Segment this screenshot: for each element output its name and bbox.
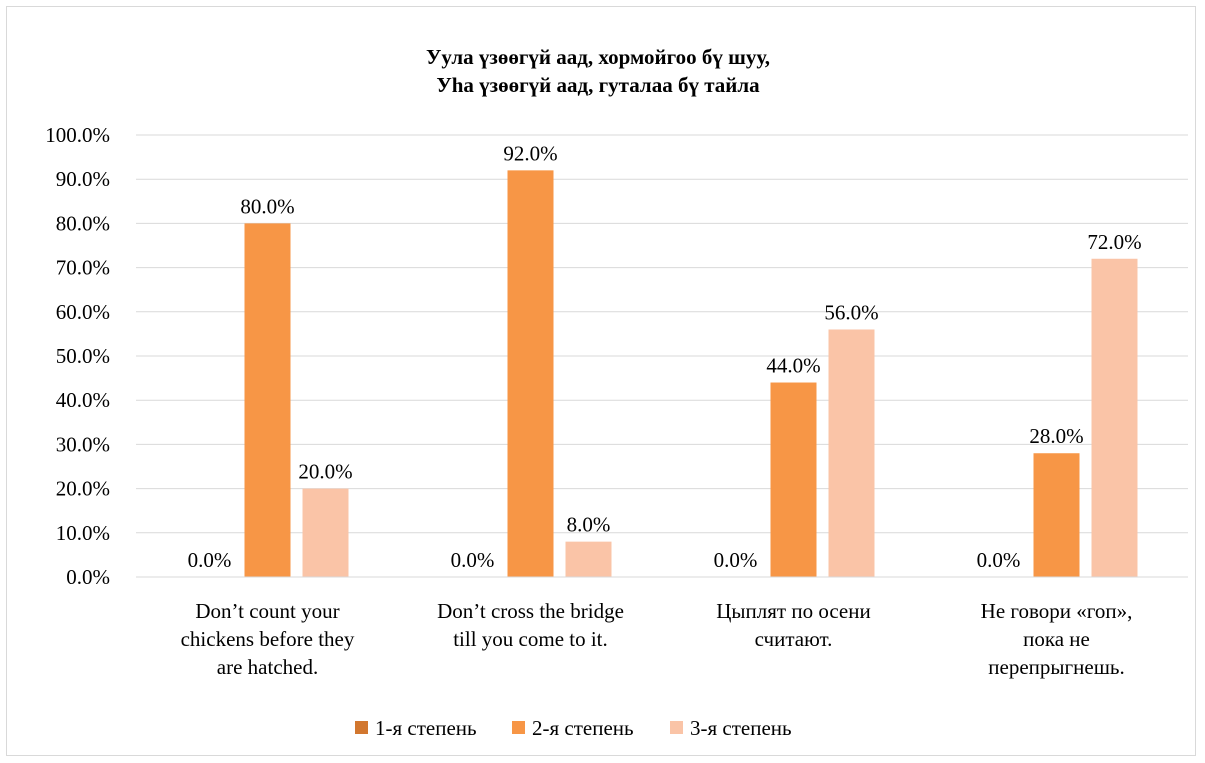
legend-label: 2-я степень (532, 716, 634, 740)
data-label: 92.0% (503, 141, 557, 165)
legend-swatch (512, 721, 525, 734)
bar (1091, 258, 1138, 577)
y-tick-label: 100.0% (45, 123, 110, 147)
x-category-label: Не говори «гоп», (981, 599, 1133, 623)
chart-title-line: Уула үзөөгүй аад, хормойгоо бү шуу, (426, 45, 770, 69)
y-tick-label: 90.0% (56, 167, 110, 191)
data-label: 28.0% (1029, 424, 1083, 448)
x-category-label: chickens before they (181, 627, 355, 651)
legend-label: 3-я степень (690, 716, 792, 740)
y-tick-label: 40.0% (56, 388, 110, 412)
bar (770, 382, 817, 577)
x-category-label: are hatched. (217, 655, 318, 679)
x-category-label: перепрыгнешь. (988, 655, 1124, 679)
y-tick-label: 50.0% (56, 344, 110, 368)
x-category-label: till you come to it. (453, 627, 608, 651)
bar (302, 488, 349, 577)
bar (1033, 453, 1080, 577)
legend-swatch (670, 721, 683, 734)
bar (507, 170, 554, 578)
bar (828, 329, 875, 577)
y-tick-label: 20.0% (56, 477, 110, 501)
y-tick-label: 60.0% (56, 300, 110, 324)
x-category-label: Цыплят по осени (716, 599, 870, 623)
y-tick-label: 70.0% (56, 256, 110, 280)
data-label: 0.0% (188, 548, 232, 572)
data-label: 72.0% (1087, 230, 1141, 254)
x-category-label: считают. (755, 627, 833, 651)
x-category-label: пока не (1023, 627, 1090, 651)
x-category-label: Don’t count your (195, 599, 339, 623)
chart-title-line: Уhа үзөөгүй аад, гуталаа бү тайла (436, 73, 760, 97)
legend-swatch (355, 721, 368, 734)
bar (565, 541, 612, 577)
y-tick-label: 80.0% (56, 211, 110, 235)
data-label: 0.0% (451, 548, 495, 572)
data-label: 44.0% (766, 354, 820, 378)
chart-area (6, 6, 1196, 756)
y-tick-label: 30.0% (56, 432, 110, 456)
bar (244, 223, 291, 577)
legend-label: 1-я степень (375, 716, 477, 740)
y-tick-label: 10.0% (56, 521, 110, 545)
x-category-label: Don’t cross the bridge (437, 599, 624, 623)
y-tick-label: 0.0% (66, 565, 110, 589)
data-label: 56.0% (824, 300, 878, 324)
data-label: 0.0% (977, 548, 1021, 572)
data-label: 0.0% (714, 548, 758, 572)
data-label: 8.0% (567, 513, 611, 537)
data-label: 80.0% (240, 194, 294, 218)
data-label: 20.0% (298, 460, 352, 484)
